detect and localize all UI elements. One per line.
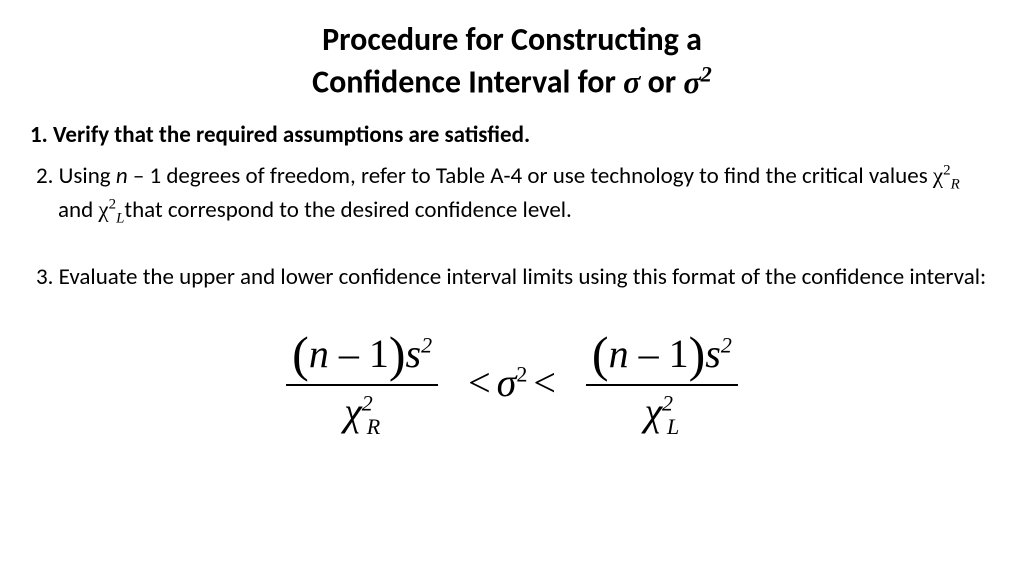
sigma-squared-symbol: σ2 bbox=[683, 64, 711, 100]
chi-l: χ2L bbox=[98, 197, 124, 222]
slide-title: Procedure for Constructing a Confidence … bbox=[30, 20, 994, 103]
title-line-2-pre: Confidence Interval for bbox=[312, 63, 623, 102]
inequality-middle: <σ2< bbox=[448, 359, 576, 406]
confidence-interval-formula: (n – 1)s2 χ2R <σ2< (n – 1)s2 χ2L bbox=[30, 327, 994, 439]
sigma-symbol: σ bbox=[623, 64, 640, 100]
step-3: 3. Evaluate the upper and lower confiden… bbox=[30, 263, 994, 293]
right-fraction: (n – 1)s2 χ2L bbox=[586, 327, 738, 439]
chi-r: χ2R bbox=[933, 163, 960, 188]
step-2: 2. Using n – 1 degrees of freedom, refer… bbox=[30, 161, 994, 229]
left-fraction: (n – 1)s2 χ2R bbox=[286, 327, 438, 439]
step-1: 1. Verify that the required assumptions … bbox=[30, 121, 994, 149]
title-line-1: Procedure for Constructing a bbox=[322, 20, 702, 59]
title-line-2-mid: or bbox=[648, 63, 684, 102]
